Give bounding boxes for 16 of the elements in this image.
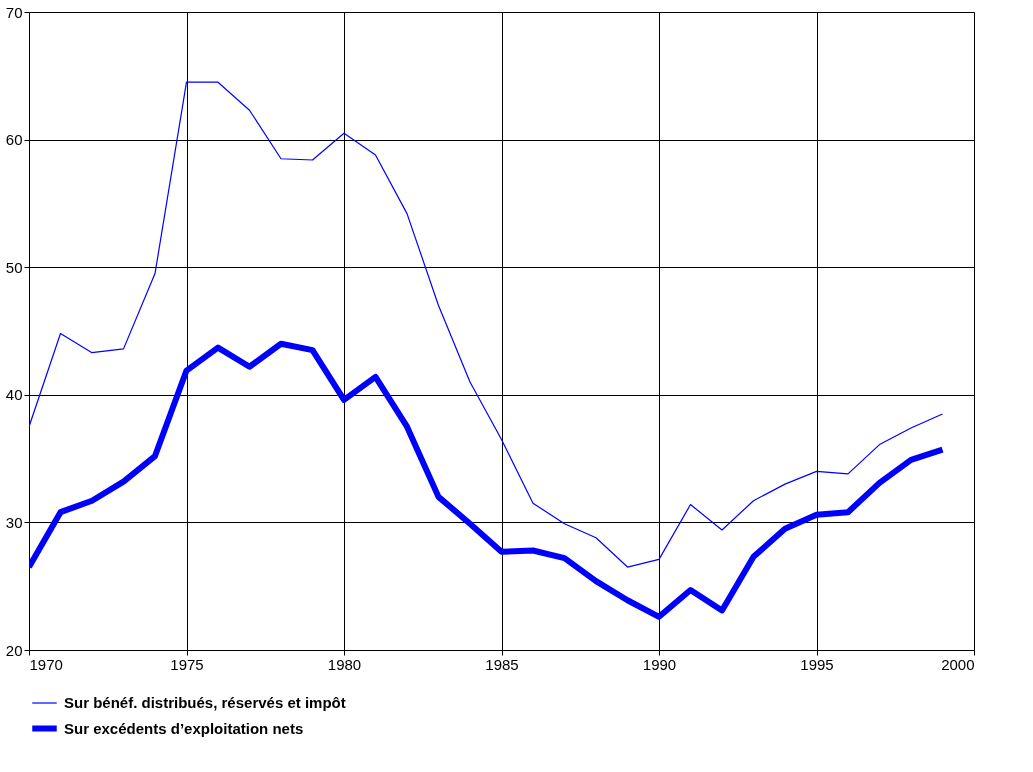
x-tick-label: 1995 [800,655,834,673]
legend-label: Sur bénéf. distribués, réservés et impôt [64,694,346,711]
x-tick-label: 1980 [327,655,362,673]
x-tick-label: 1990 [642,655,677,673]
legend-label: Sur excédents d’exploitation nets [64,719,304,737]
y-tick-label: 40 [5,386,23,404]
y-tick-label: 20 [5,641,23,659]
y-tick-label: 50 [5,258,23,276]
y-tick-label: 30 [5,513,23,531]
x-tick-label: 1985 [485,655,519,673]
x-tick-label: 1975 [170,655,204,673]
x-tick-label: 2000 [941,655,975,673]
x-tick-label: 1970 [29,655,63,673]
y-tick-label: 70 [5,3,23,21]
line-series [29,81,944,568]
y-tick-label: 60 [5,131,23,149]
